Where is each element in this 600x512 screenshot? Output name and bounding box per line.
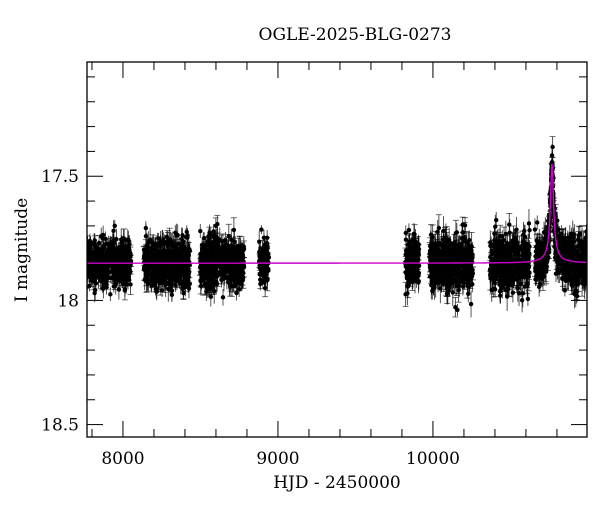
- x-tick-label: 8000: [101, 449, 144, 469]
- tick-labels: 8000 9000 10000 17.5 18 18.5: [41, 167, 460, 469]
- axis-ticks: [87, 62, 587, 437]
- y-tick-label: 18.5: [41, 416, 79, 436]
- x-tick-label: 10000: [406, 449, 460, 469]
- plot-frame: [86, 61, 588, 438]
- model-curve: [87, 163, 587, 264]
- data-points: [87, 136, 587, 318]
- y-tick-label: 17.5: [41, 167, 79, 187]
- y-tick-label: 18: [57, 291, 79, 311]
- x-tick-label: 9000: [256, 449, 299, 469]
- y-axis-label: I magnitude: [12, 198, 32, 302]
- chart-title: OGLE-2025-BLG-0273: [259, 25, 452, 45]
- x-axis-label: HJD - 2450000: [273, 473, 401, 493]
